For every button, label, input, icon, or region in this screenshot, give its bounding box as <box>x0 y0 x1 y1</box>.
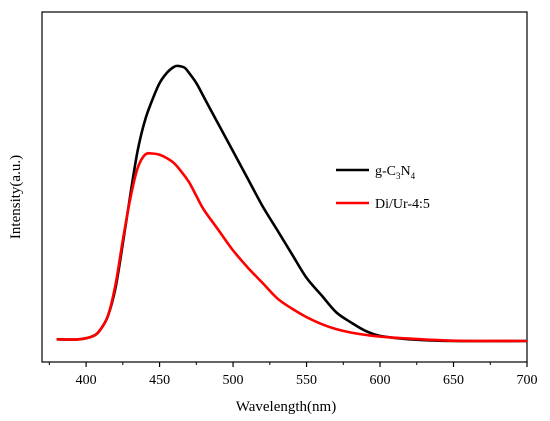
x-tick-label-450: 450 <box>149 373 170 388</box>
x-tick-label-400: 400 <box>76 373 97 388</box>
x-tick-label-550: 550 <box>296 373 317 388</box>
x-tick-label-650: 650 <box>443 373 464 388</box>
x-tick-label-600: 600 <box>370 373 391 388</box>
x-tick-label-700: 700 <box>517 373 538 388</box>
series-lines <box>56 64 528 343</box>
legend-label-gc3n4: g-C3N4 <box>375 164 416 181</box>
y-axis-label: Intensity(a.u.) <box>8 155 24 239</box>
x-axis-tick-labels: 400 450 500 550 600 650 700 <box>76 373 538 388</box>
x-axis-label: Wavelength(nm) <box>236 399 336 415</box>
plot-frame <box>41 11 528 363</box>
legend: g-C3N4 Di/Ur-4:5 <box>336 164 430 212</box>
legend-label-diur: Di/Ur-4:5 <box>375 197 430 212</box>
series-line-diur-4-5 <box>56 151 528 343</box>
x-tick-label-500: 500 <box>223 373 244 388</box>
series-line-gc3n4 <box>56 64 528 343</box>
x-axis-ticks <box>48 362 528 367</box>
